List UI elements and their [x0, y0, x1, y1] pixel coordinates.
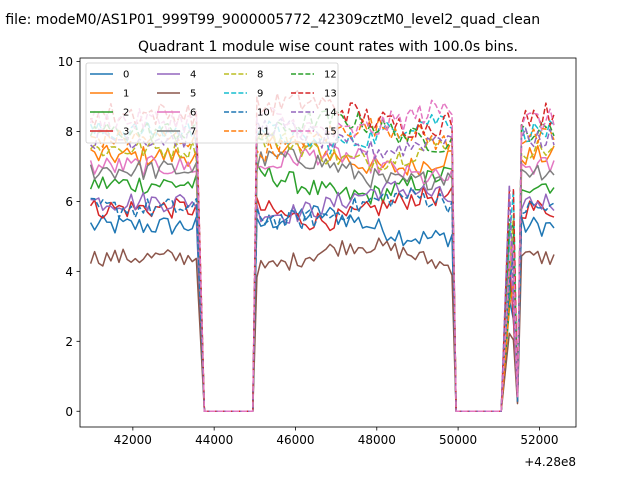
legend-label-7: 7 — [190, 127, 196, 138]
chart-title: Quadrant 1 module wise count rates with … — [138, 39, 518, 55]
y-tick-label: 10 — [58, 55, 73, 69]
legend-label-15: 15 — [324, 127, 337, 138]
x-tick-label: 44000 — [195, 433, 233, 447]
series-line-12 — [89, 109, 555, 413]
series-line-5 — [89, 237, 555, 413]
y-tick-label: 8 — [65, 125, 73, 139]
x-tick-label: 46000 — [276, 433, 314, 447]
y-tick-label: 0 — [65, 405, 73, 419]
x-tick-label: 52000 — [520, 433, 558, 447]
series-line-8 — [90, 132, 555, 413]
legend-label-14: 14 — [324, 108, 337, 119]
legend-box — [85, 62, 339, 144]
plot-frame — [79, 57, 577, 428]
legend-label-9: 9 — [257, 89, 263, 100]
x-offset-label: +4.28e8 — [524, 455, 576, 469]
legend-label-8: 8 — [257, 70, 263, 81]
series-line-0 — [89, 204, 555, 413]
x-tick-label: 48000 — [358, 433, 396, 447]
y-tick-label: 2 — [65, 335, 73, 349]
series-line-6 — [89, 143, 555, 413]
legend-label-5: 5 — [190, 89, 196, 100]
x-tick-label: 50000 — [439, 433, 477, 447]
series-line-4 — [90, 180, 555, 413]
legend-label-11: 11 — [257, 127, 270, 138]
y-tick-label: 4 — [65, 265, 73, 279]
legend-label-0: 0 — [123, 70, 129, 81]
legend-label-4: 4 — [190, 70, 196, 81]
y-tick-label: 6 — [65, 195, 73, 209]
x-tick-label: 42000 — [114, 433, 152, 447]
series-line-14 — [90, 118, 555, 413]
series-line-10 — [90, 186, 555, 413]
legend-label-13: 13 — [324, 89, 337, 100]
series-line-2 — [89, 162, 555, 413]
legend-label-1: 1 — [123, 89, 129, 100]
legend-label-12: 12 — [324, 70, 337, 81]
legend-label-3: 3 — [123, 127, 129, 138]
legend-label-10: 10 — [257, 108, 270, 119]
series-line-7 — [89, 147, 555, 413]
figure-suptitle: n file: modeM0/AS1P01_999T99_9000005772_… — [0, 12, 540, 28]
legend-label-2: 2 — [123, 108, 129, 119]
series-line-1 — [90, 133, 555, 413]
legend-label-6: 6 — [190, 108, 196, 119]
